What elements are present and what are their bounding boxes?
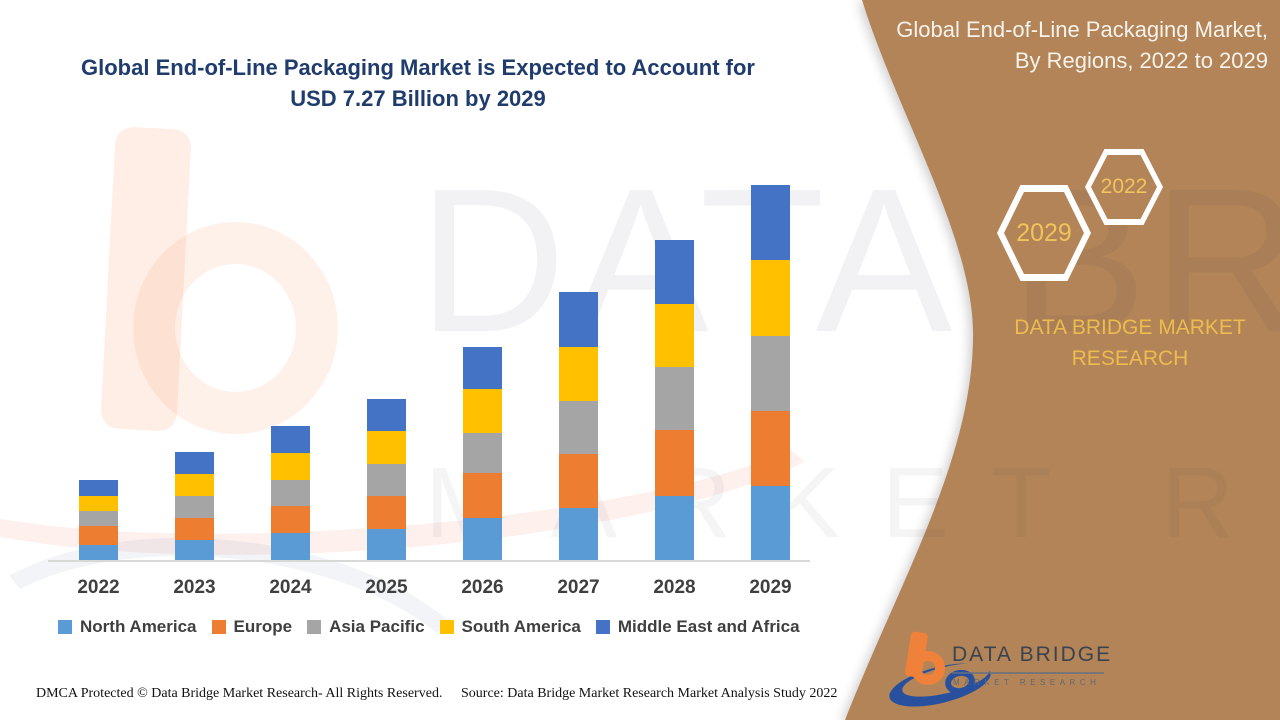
bar-segment [559, 291, 598, 348]
bar-segment [751, 335, 790, 411]
bar-segment [175, 451, 214, 474]
axis-label-2027: 2027 [557, 577, 600, 598]
chart-title: Global End-of-Line Packaging Market is E… [40, 52, 796, 114]
bar-segment [79, 480, 118, 497]
bar-segment [463, 346, 502, 390]
badge-year-2022: 2022 [1100, 175, 1148, 198]
bar-segment [655, 240, 694, 305]
bar-segment [175, 473, 214, 497]
bar-stack-2023 [175, 451, 214, 561]
bar-segment [175, 496, 214, 518]
bar-segment [559, 400, 598, 454]
chart-title-line2: USD 7.27 Billion by 2029 [290, 86, 546, 111]
legend-swatch-icon [439, 620, 454, 634]
legend-item: Europe [211, 617, 293, 637]
bar-stack-2026 [463, 346, 502, 561]
logo-underline [952, 672, 1104, 674]
bar-segment [367, 398, 406, 432]
bar-segment [271, 425, 310, 453]
legend-swatch-icon [595, 620, 610, 634]
bar-segment [271, 452, 310, 480]
footer-source-text: Source: Data Bridge Market Research Mark… [461, 686, 838, 701]
bar-segment [367, 496, 406, 529]
bar-segment [463, 473, 502, 519]
bar-stack-2024 [271, 425, 310, 561]
bar-segment [751, 185, 790, 260]
logo-title: DATA BRIDGE [952, 643, 1113, 666]
bar-segment [79, 496, 118, 512]
legend-swatch-icon [307, 620, 322, 634]
chart-title-line1: Global End-of-Line Packaging Market is E… [81, 55, 755, 80]
legend-item: Middle East and Africa [595, 617, 800, 637]
legend-label: Europe [233, 617, 293, 636]
bar-segment [463, 518, 502, 561]
chart-legend: North America Europe Asia Pacific South Ame… [58, 617, 800, 637]
bar-stack-2027 [559, 291, 598, 561]
axis-label-2023: 2023 [173, 577, 216, 598]
bar-segment [79, 544, 118, 561]
bar-segment [751, 485, 790, 561]
bar-stack-2025 [367, 398, 406, 561]
badge-year-2029: 2029 [1016, 218, 1072, 247]
axis-label-2022: 2022 [77, 577, 120, 598]
axis-label-2028: 2028 [653, 577, 696, 598]
bar-segment [559, 347, 598, 401]
bar-segment [271, 533, 310, 561]
bar-segment [463, 389, 502, 434]
bar-segment [463, 433, 502, 474]
bar-segment [367, 463, 406, 497]
legend-label: South America [461, 617, 581, 636]
bar-segment [367, 528, 406, 561]
hexagon-badge-2029-inner: 2029 [1004, 192, 1084, 274]
legend-swatch-icon [211, 620, 226, 634]
bar-segment [559, 453, 598, 508]
footer-dmca-text: DMCA Protected © Data Bridge Market Rese… [36, 686, 443, 701]
bar-segment [271, 479, 310, 506]
logo-mark-icon [889, 631, 991, 707]
bar-segment [367, 431, 406, 464]
axis-label-2029: 2029 [749, 577, 792, 598]
legend-label: North America [80, 617, 197, 636]
x-axis-line [48, 560, 810, 562]
axis-label-2025: 2025 [365, 577, 408, 598]
hexagon-badge-2022: 2022 [1085, 149, 1163, 225]
legend-item: North America [58, 617, 197, 637]
bar-segment [271, 505, 310, 534]
hexagon-badge-2022-inner: 2022 [1091, 155, 1157, 219]
bar-segment [79, 511, 118, 526]
bar-segment [79, 525, 118, 545]
bar-segment [559, 507, 598, 561]
legend-item: South America [439, 617, 581, 637]
company-logo: DATA BRIDGE MARKET RESEARCH [880, 627, 1170, 712]
logo-subtitle: MARKET RESEARCH [953, 678, 1101, 687]
axis-label-2024: 2024 [269, 577, 312, 598]
legend-item: Asia Pacific [307, 617, 425, 637]
bar-segment [175, 539, 214, 561]
legend-label: Middle East and Africa [617, 617, 800, 636]
bar-stack-2022 [79, 480, 118, 561]
axis-label-2026: 2026 [461, 577, 504, 598]
bar-stack-2029 [751, 185, 790, 561]
bar-segment [175, 517, 214, 540]
legend-label: Asia Pacific [329, 617, 425, 636]
bar-segment [655, 430, 694, 496]
bar-segment [751, 410, 790, 486]
legend-swatch-icon [58, 620, 72, 634]
bar-stack-2028 [655, 240, 694, 561]
brand-wordmark: DATA BRIDGE MARKET RESEARCH [1014, 316, 1246, 370]
side-panel-heading: Global End-of-Line Packaging Market, By … [896, 17, 1268, 73]
bar-segment [655, 367, 694, 431]
bar-segment [655, 495, 694, 561]
bar-segment [655, 304, 694, 368]
bar-segment [751, 260, 790, 336]
